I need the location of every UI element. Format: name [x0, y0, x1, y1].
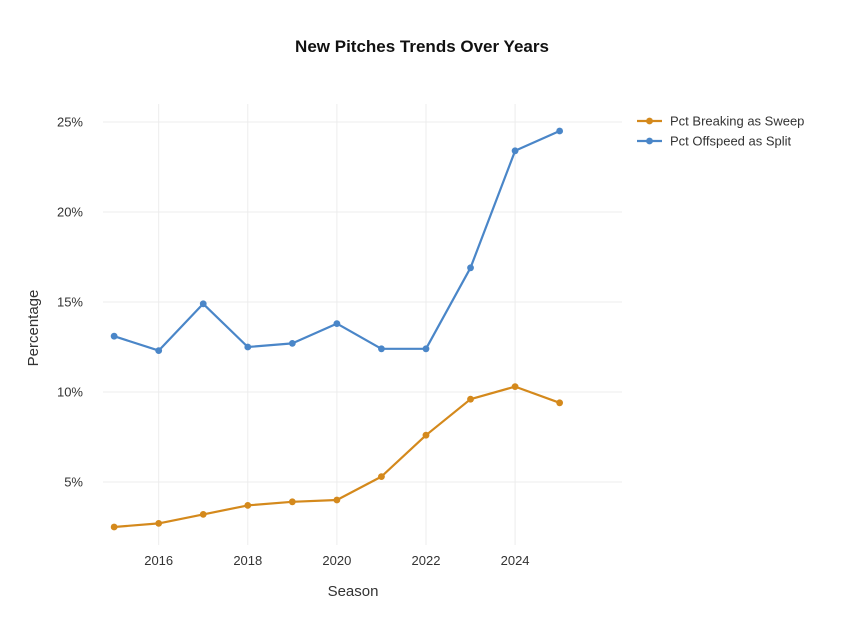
data-point[interactable]: [288, 498, 296, 506]
chart-title: New Pitches Trends Over Years: [295, 37, 549, 56]
legend-label: Pct Offspeed as Split: [670, 134, 792, 149]
data-point[interactable]: [199, 300, 207, 308]
x-tick-label: 2020: [322, 553, 351, 568]
data-point[interactable]: [110, 332, 118, 340]
x-tick-label: 2016: [144, 553, 173, 568]
legend[interactable]: Pct Breaking as Sweep Pct Offspeed as Spl…: [637, 114, 804, 149]
data-point[interactable]: [155, 520, 163, 527]
y-axis-title: Percentage: [25, 290, 42, 367]
x-axis-title: Season: [328, 583, 379, 600]
legend-label: Pct Breaking as Sweep: [670, 114, 804, 129]
data-point[interactable]: [422, 345, 430, 353]
legend-item[interactable]: Pct Offspeed as Split: [637, 134, 792, 149]
data-point[interactable]: [556, 127, 564, 135]
data-point[interactable]: [155, 347, 163, 354]
data-point[interactable]: [333, 320, 341, 327]
data-point[interactable]: [378, 345, 385, 353]
data-point[interactable]: [110, 523, 118, 531]
data-point[interactable]: [556, 399, 564, 407]
y-tick-label: 5%: [64, 475, 83, 490]
data-point[interactable]: [244, 343, 252, 351]
data-point[interactable]: [511, 147, 519, 155]
data-point[interactable]: [199, 511, 207, 518]
legend-swatch-marker: [646, 137, 653, 145]
y-tick-label: 25%: [57, 115, 83, 130]
data-point[interactable]: [288, 340, 296, 347]
legend-item[interactable]: Pct Breaking as Sweep: [637, 114, 804, 129]
x-tick-label: 2024: [501, 553, 530, 568]
y-tick-label: 10%: [57, 385, 83, 400]
y-tick-label: 20%: [57, 205, 83, 220]
x-tick-label: 2018: [233, 553, 262, 568]
x-tick-label: 2022: [412, 553, 441, 568]
data-point[interactable]: [467, 395, 474, 403]
series-0: [110, 383, 564, 531]
data-point[interactable]: [467, 264, 474, 272]
y-tick-label: 15%: [57, 295, 83, 310]
series-1: [110, 127, 564, 354]
legend-swatch-marker: [646, 117, 653, 125]
data-point[interactable]: [422, 431, 430, 439]
data-point[interactable]: [244, 502, 252, 509]
data-point[interactable]: [378, 473, 385, 480]
grid-layer: [103, 104, 622, 545]
data-point[interactable]: [333, 496, 341, 504]
series-layer: [110, 127, 564, 531]
data-point[interactable]: [511, 383, 519, 390]
axis-layer: 2016 2018 2020 2022 2024 5% 10% 15% 20% 25%: [57, 115, 530, 569]
